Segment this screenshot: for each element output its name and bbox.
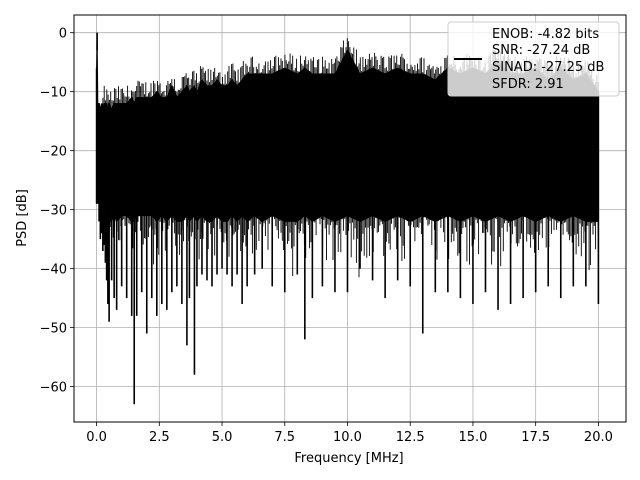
y-tick-label: −50 — [40, 322, 67, 337]
y-tick-label: −20 — [40, 145, 67, 160]
x-axis-label: Frequency [MHz] — [294, 451, 403, 466]
y-tick-label: 0 — [59, 27, 67, 42]
y-tick-label: −10 — [40, 86, 67, 101]
legend-line-enob: ENOB: -4.82 bits — [492, 27, 599, 42]
x-tick-label: 17.5 — [521, 430, 550, 445]
x-tick-label: 20.0 — [584, 430, 613, 445]
x-axis-ticks: 0.0 2.5 5.0 7.5 10.0 12.5 15.0 17.5 20.0 — [86, 422, 613, 445]
y-tick-label: −30 — [40, 204, 67, 219]
legend-box — [447, 21, 620, 97]
axes-frame — [73, 14, 627, 423]
y-tick-label: −40 — [40, 263, 67, 278]
x-tick-label: 2.5 — [149, 430, 170, 445]
y-axis-label: PSD [dB] — [15, 189, 30, 247]
legend-line-snr: SNR: -27.24 dB — [492, 43, 590, 58]
x-tick-label: 5.0 — [212, 430, 233, 445]
x-tick-label: 12.5 — [396, 430, 425, 445]
x-tick-label: 15.0 — [458, 430, 487, 445]
x-tick-label: 7.5 — [274, 430, 295, 445]
legend: ENOB: -4.82 bits SNR: -27.24 dB SINAD: -… — [447, 21, 620, 97]
psd-noise-texture — [102, 38, 599, 278]
legend-line-sinad: SINAD: -27.25 dB — [492, 60, 604, 75]
x-tick-label: 0.0 — [86, 430, 107, 445]
x-tick-label: 10.0 — [333, 430, 362, 445]
y-tick-label: −60 — [40, 381, 67, 396]
axes-border — [73, 14, 627, 423]
y-axis-ticks: 0 −10 −20 −30 −40 −50 −60 — [40, 27, 74, 396]
legend-line-sfdr: SFDR: 2.91 — [492, 77, 564, 92]
